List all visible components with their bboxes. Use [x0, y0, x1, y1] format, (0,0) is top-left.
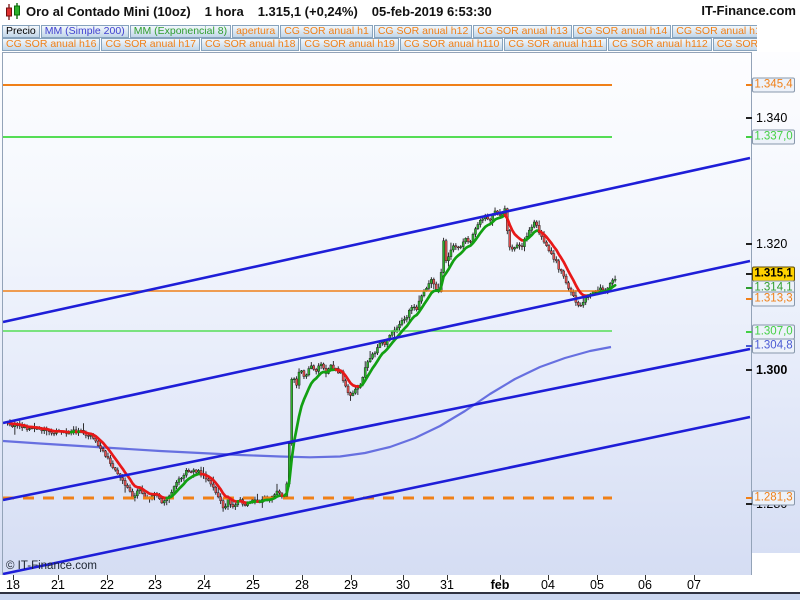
time-axis-label: 28 [295, 578, 309, 592]
price-axis[interactable]: 1.3401.3201.3001.2801.345,41.337,01.315,… [745, 52, 800, 575]
indicator-value-badge: 1.304,8 [752, 338, 795, 354]
indicator-chip[interactable]: MM (Simple 200) [40, 25, 129, 38]
time-axis-tick [155, 575, 156, 580]
price-axis-tick [746, 369, 752, 371]
candlestick-series[interactable] [6, 205, 617, 512]
time-axis-tick [351, 575, 352, 580]
indicator-chip[interactable]: CG SOR anual h1 [280, 25, 373, 38]
datetime-label: 05-feb-2019 6:53:30 [371, 4, 492, 19]
time-axis-label: 05 [590, 578, 604, 592]
time-axis-tick [597, 575, 598, 580]
time-axis-tick [694, 575, 695, 580]
time-axis-tick [13, 575, 14, 580]
indicator-chip[interactable]: CG SOR anua [712, 38, 757, 51]
time-axis-tick [302, 575, 303, 580]
horizontal-level-lines [3, 84, 612, 500]
time-axis-label: 30 [396, 578, 410, 592]
price-axis-tick [746, 497, 752, 499]
indicator-chip[interactable]: Precio [2, 25, 40, 38]
indicator-chip[interactable]: CG SOR anual h13 [473, 25, 572, 38]
price-axis-tick [746, 298, 752, 300]
time-axis-label: 04 [541, 578, 555, 592]
time-axis-label: 07 [687, 578, 701, 592]
ma-slow-line [2, 345, 612, 459]
trend-lines [2, 156, 751, 576]
indicator-value-badge: 1.307,0 [752, 324, 795, 340]
indicator-chip[interactable]: CG SOR anual h12 [373, 25, 473, 38]
time-axis-label: feb [490, 578, 510, 592]
indicator-chip[interactable]: CG SOR anual h18 [200, 38, 300, 51]
indicator-chip[interactable]: CG SOR anual h110 [399, 38, 504, 51]
indicator-value-badge: 1.281,3 [752, 490, 795, 506]
indicator-chip[interactable]: CG SOR anual h112 [608, 38, 712, 51]
time-axis-label: 31 [440, 578, 454, 592]
price-axis-tick [746, 136, 752, 138]
time-axis-tick [403, 575, 404, 580]
time-axis-tick [447, 575, 448, 580]
time-axis-tick [500, 575, 501, 580]
indicator-chip[interactable]: MM (Exponencial 8) [129, 25, 232, 38]
price-axis-label: 1.300 [756, 363, 788, 377]
instrument-title: Oro al Contado Mini (10oz) [26, 4, 191, 19]
price-axis-tick [746, 503, 752, 505]
time-axis-label: 21 [51, 578, 65, 592]
time-axis-tick [204, 575, 205, 580]
time-axis-tick [253, 575, 254, 580]
indicator-toolbar-row1: Precio MM (Simple 200) MM (Exponencial 8) a… [2, 25, 757, 38]
price-axis-label: 1.320 [756, 237, 788, 251]
indicator-chip[interactable]: CG SOR anual h14 [572, 25, 672, 38]
time-axis-tick [645, 575, 646, 580]
time-axis-label: 22 [100, 578, 114, 592]
bottom-separator [0, 592, 800, 594]
bottom-panel-strip [0, 594, 800, 600]
time-axis-label: 18 [6, 578, 20, 592]
indicator-chip[interactable]: CG SOR anual h16 [2, 38, 101, 51]
time-axis-label: 25 [246, 578, 260, 592]
price-axis-tick [746, 84, 752, 86]
price-axis-tick [746, 287, 752, 289]
price-axis-label: 1.340 [756, 111, 788, 125]
indicator-value-badge: 1.345,4 [752, 77, 795, 93]
brand-label: IT-Finance.com [701, 3, 796, 18]
last-price-label: 1.315,1 (+0,24%) [257, 4, 358, 19]
candlestick-icon [6, 3, 20, 20]
time-axis-tick [58, 575, 59, 580]
price-axis-tick [746, 273, 752, 275]
indicator-chip[interactable]: CG SOR anual h111 [504, 38, 608, 51]
time-axis[interactable]: 18 21 22 23 24 25 28 29 30 31 feb 04 05 06 07 [0, 575, 800, 595]
header-bar: Oro al Contado Mini (10oz) 1 hora 1.315,1 … [0, 0, 800, 24]
timeframe-label: 1 hora [204, 4, 244, 19]
time-axis-label: 24 [197, 578, 211, 592]
indicator-toolbar-row2: CG SOR anual h16 CG SOR anual h17 CG SOR a… [2, 38, 757, 51]
indicator-value-badge: 1.337,0 [752, 129, 795, 145]
time-axis-tick [548, 575, 549, 580]
ma-fast-line [6, 213, 617, 505]
time-axis-label: 06 [638, 578, 652, 592]
price-axis-tick [746, 345, 752, 347]
indicator-value-badge: 1.313,3 [752, 291, 795, 307]
price-axis-tick [746, 331, 752, 333]
price-axis-tick [746, 243, 752, 245]
indicator-chip[interactable]: apertura [232, 25, 280, 38]
time-axis-tick [107, 575, 108, 580]
price-axis-tick [746, 117, 752, 119]
indicator-chip[interactable]: CG SOR anual h17 [101, 38, 200, 51]
time-axis-label: 23 [148, 578, 162, 592]
current-price-badge: 1.315,1 [752, 266, 795, 282]
indicator-chip[interactable]: CG SOR anual h19 [300, 38, 399, 51]
time-axis-label: 29 [344, 578, 358, 592]
header-text: Oro al Contado Mini (10oz) 1 hora 1.315,1 … [26, 0, 506, 19]
indicator-chip[interactable]: CG SOR anual h15 [672, 25, 757, 38]
watermark: © IT-Finance.com [6, 560, 97, 572]
